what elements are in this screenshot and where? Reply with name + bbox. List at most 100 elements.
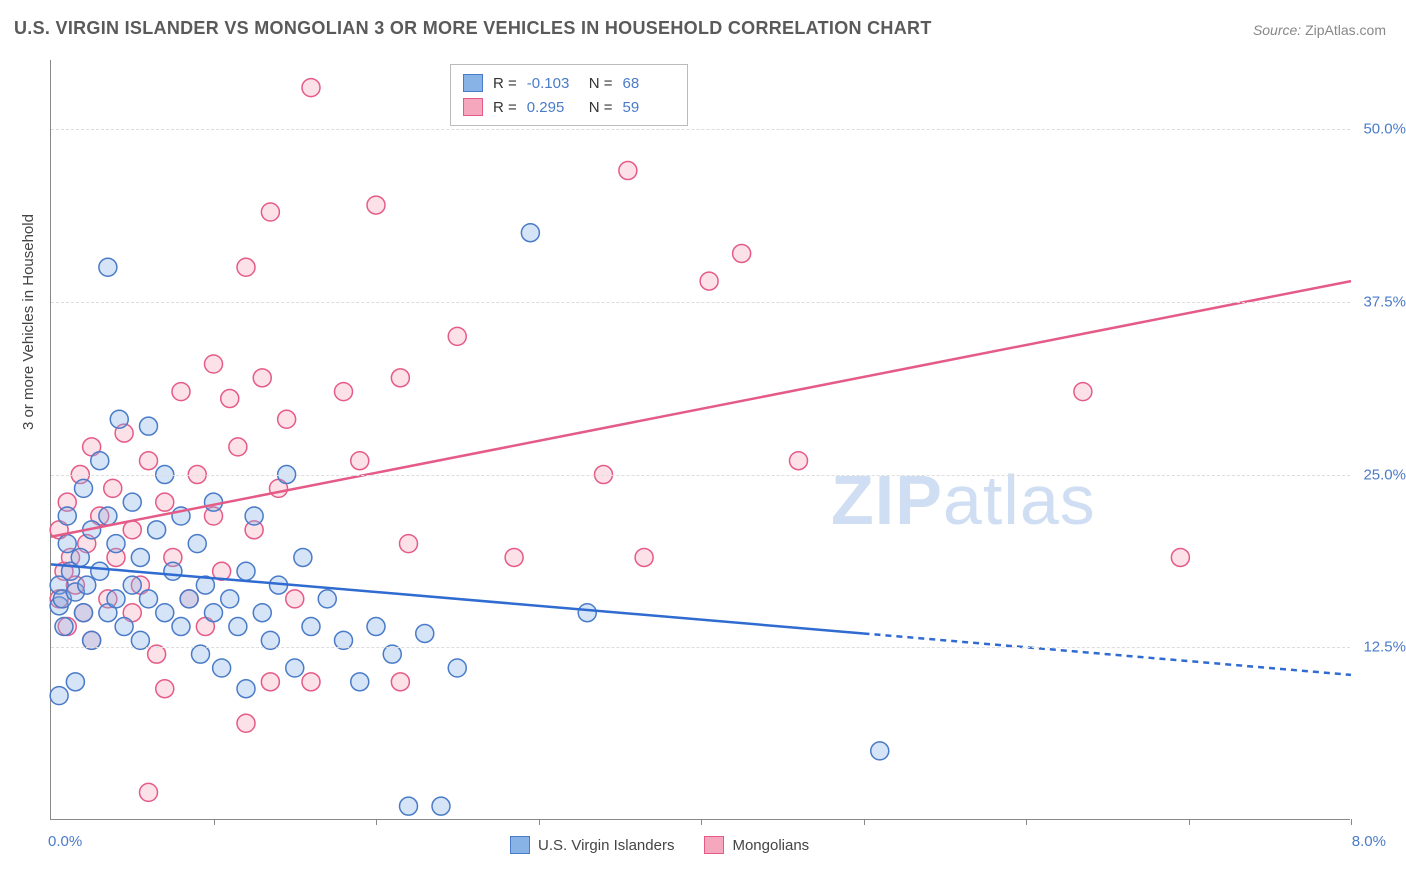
data-point xyxy=(351,452,369,470)
x-tick xyxy=(1026,819,1027,825)
plot-svg xyxy=(51,60,1350,819)
gridline-h xyxy=(51,129,1350,130)
data-point xyxy=(790,452,808,470)
data-point xyxy=(578,604,596,622)
chart-container: U.S. VIRGIN ISLANDER VS MONGOLIAN 3 OR M… xyxy=(0,0,1406,892)
data-point xyxy=(71,548,89,566)
data-point xyxy=(278,410,296,428)
data-point xyxy=(237,714,255,732)
data-point xyxy=(123,493,141,511)
legend-item-blue: U.S. Virgin Islanders xyxy=(510,836,674,854)
data-point xyxy=(156,493,174,511)
data-point xyxy=(104,479,122,497)
legend-item-pink: Mongolians xyxy=(704,836,809,854)
plot-area: ZIPatlas 12.5%25.0%37.5%50.0% xyxy=(50,60,1350,820)
data-point xyxy=(302,673,320,691)
x-tick xyxy=(864,819,865,825)
data-point xyxy=(205,604,223,622)
data-point xyxy=(156,680,174,698)
data-point xyxy=(294,548,312,566)
y-tick-label: 37.5% xyxy=(1363,293,1406,310)
data-point xyxy=(188,535,206,553)
data-point xyxy=(400,535,418,553)
r-label: R = xyxy=(493,99,517,116)
data-point xyxy=(50,687,68,705)
n-label: N = xyxy=(589,99,613,116)
legend-stats: R = -0.103 N = 68 R = 0.295 N = 59 xyxy=(450,64,688,126)
data-point xyxy=(58,535,76,553)
data-point xyxy=(302,618,320,636)
regression-line xyxy=(51,281,1351,537)
source-label: Source: xyxy=(1253,22,1301,38)
data-point xyxy=(123,521,141,539)
x-tick xyxy=(1351,819,1352,825)
legend-stats-row-pink: R = 0.295 N = 59 xyxy=(463,95,675,119)
data-point xyxy=(140,590,158,608)
data-point xyxy=(140,417,158,435)
data-point xyxy=(221,590,239,608)
data-point xyxy=(521,224,539,242)
data-point xyxy=(115,618,133,636)
data-point xyxy=(75,604,93,622)
x-tick xyxy=(539,819,540,825)
series-name-blue: U.S. Virgin Islanders xyxy=(538,837,674,854)
data-point xyxy=(78,576,96,594)
data-point xyxy=(733,244,751,262)
data-point xyxy=(237,680,255,698)
swatch-blue-bottom xyxy=(510,836,530,854)
data-point xyxy=(213,659,231,677)
data-point xyxy=(156,604,174,622)
data-point xyxy=(1074,383,1092,401)
data-point xyxy=(400,797,418,815)
data-point xyxy=(180,590,198,608)
x-tick xyxy=(214,819,215,825)
data-point xyxy=(172,618,190,636)
data-point xyxy=(91,452,109,470)
x-axis-max-label: 8.0% xyxy=(1352,833,1386,850)
data-point xyxy=(172,383,190,401)
source-credit: Source: ZipAtlas.com xyxy=(1253,22,1386,38)
x-tick xyxy=(376,819,377,825)
n-value-blue: 68 xyxy=(623,75,675,92)
data-point xyxy=(110,410,128,428)
data-point xyxy=(505,548,523,566)
data-point xyxy=(66,673,84,691)
x-axis-origin-label: 0.0% xyxy=(48,833,82,850)
data-point xyxy=(261,203,279,221)
data-point xyxy=(75,479,93,497)
data-point xyxy=(367,618,385,636)
data-point xyxy=(253,369,271,387)
n-label: N = xyxy=(589,75,613,92)
data-point xyxy=(237,258,255,276)
data-point xyxy=(91,562,109,580)
legend-series: U.S. Virgin Islanders Mongolians xyxy=(510,836,809,854)
swatch-blue xyxy=(463,74,483,92)
swatch-pink-bottom xyxy=(704,836,724,854)
data-point xyxy=(245,507,263,525)
swatch-pink xyxy=(463,98,483,116)
data-point xyxy=(140,452,158,470)
n-value-pink: 59 xyxy=(623,99,675,116)
data-point xyxy=(335,383,353,401)
y-axis-title: 3 or more Vehicles in Household xyxy=(20,214,37,430)
data-point xyxy=(55,618,73,636)
data-point xyxy=(286,659,304,677)
data-point xyxy=(367,196,385,214)
data-point xyxy=(58,507,76,525)
data-point xyxy=(635,548,653,566)
data-point xyxy=(448,327,466,345)
data-point xyxy=(619,162,637,180)
data-point xyxy=(286,590,304,608)
data-point xyxy=(229,618,247,636)
x-tick xyxy=(1189,819,1190,825)
data-point xyxy=(164,562,182,580)
data-point xyxy=(229,438,247,456)
data-point xyxy=(391,369,409,387)
gridline-h xyxy=(51,302,1350,303)
data-point xyxy=(432,797,450,815)
data-point xyxy=(99,507,117,525)
series-name-pink: Mongolians xyxy=(732,837,809,854)
r-value-blue: -0.103 xyxy=(527,75,579,92)
data-point xyxy=(871,742,889,760)
gridline-h xyxy=(51,475,1350,476)
